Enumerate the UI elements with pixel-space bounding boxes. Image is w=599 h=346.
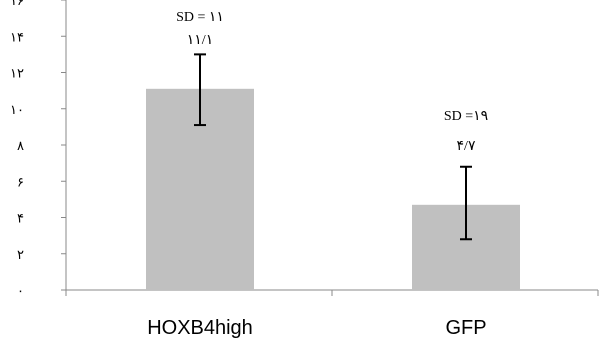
- y-tick-label: ۱۰: [10, 103, 24, 118]
- value-label: ۴/۷: [457, 139, 476, 154]
- category-label: GFP: [445, 317, 486, 339]
- y-tick-label: ۴: [17, 212, 24, 227]
- category-labels: HOXB4high GFP: [147, 317, 486, 339]
- y-tick-label: ۶: [17, 175, 24, 190]
- y-tick-label: ۱۶: [10, 0, 24, 9]
- y-tick-label: ۱۴: [10, 30, 24, 45]
- y-tick-label: ۱۲: [10, 67, 24, 82]
- category-label: HOXB4high: [147, 317, 253, 339]
- value-label: ۱۱/۱: [187, 33, 213, 48]
- sd-label: SD =۱۹: [444, 109, 488, 124]
- annotations: SD = ۱۱ ۱۱/۱ SD =۱۹ ۴/۷: [176, 10, 488, 154]
- y-tick-label: ۰: [17, 284, 24, 299]
- y-tick-label: ۸: [17, 139, 24, 154]
- sd-label: SD = ۱۱: [176, 10, 224, 25]
- y-axis: ۰ ۲ ۴ ۶ ۸ ۱۰ ۱۲ ۱۴ ۱۶: [10, 0, 67, 299]
- y-tick-label: ۲: [17, 248, 24, 263]
- x-axis: [65, 289, 599, 296]
- bars: [146, 88, 520, 290]
- error-bars: [194, 53, 472, 241]
